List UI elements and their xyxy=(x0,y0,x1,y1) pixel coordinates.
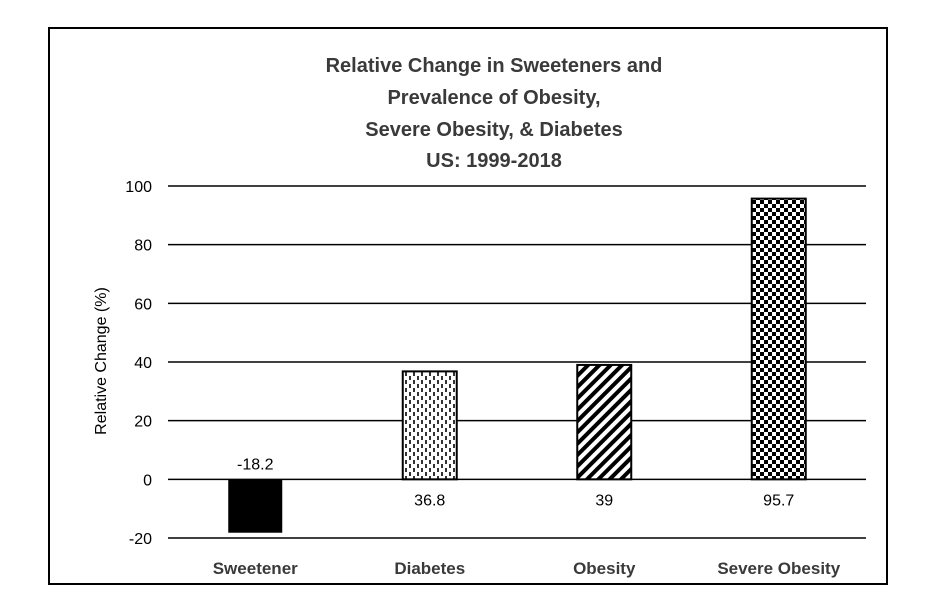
chart-title-line-1: Relative Change in Sweeteners and xyxy=(326,55,663,77)
y-tick-label-1: 0 xyxy=(143,472,152,489)
category-label-diabetes: Diabetes xyxy=(394,559,465,578)
bar-obesity xyxy=(576,363,633,481)
data-labels: -18.2 36.8 39 95.7 xyxy=(237,456,794,509)
data-label-diabetes: 36.8 xyxy=(414,492,445,509)
category-labels: Sweetener Diabetes Obesity Severe Obesity xyxy=(213,559,841,578)
category-label-sweetener: Sweetener xyxy=(213,559,298,578)
category-label-severe-obesity: Severe Obesity xyxy=(717,559,840,578)
chart-title-line-4: US: 1999-2018 xyxy=(426,150,562,172)
y-tick-label-3: 40 xyxy=(134,355,152,372)
y-axis-title: Relative Change (%) xyxy=(93,287,110,435)
bar-diabetes xyxy=(401,370,458,481)
y-tick-label-2: 20 xyxy=(134,414,152,431)
category-label-obesity: Obesity xyxy=(573,559,636,578)
data-label-obesity: 39 xyxy=(595,492,613,509)
chart-title-line-2: Prevalence of Obesity, xyxy=(387,87,600,109)
y-tick-label-6: 100 xyxy=(125,179,152,196)
y-tick-label-4: 60 xyxy=(134,296,152,313)
y-tick-label-0: -20 xyxy=(129,531,152,548)
y-tick-label-5: 80 xyxy=(134,238,152,255)
data-label-severe-obesity: 95.7 xyxy=(763,492,794,509)
gridlines xyxy=(168,185,866,539)
y-tick-labels: -20 0 20 40 60 80 100 xyxy=(125,179,152,548)
data-label-sweetener: -18.2 xyxy=(237,456,274,473)
bar-sweetener xyxy=(228,479,283,533)
bar-severe-obesity xyxy=(750,197,807,481)
bars xyxy=(228,197,807,533)
chart-title: Relative Change in Sweeteners and Preval… xyxy=(326,55,663,172)
chart-title-line-3: Severe Obesity, & Diabetes xyxy=(365,119,623,141)
chart-frame xyxy=(48,27,888,585)
